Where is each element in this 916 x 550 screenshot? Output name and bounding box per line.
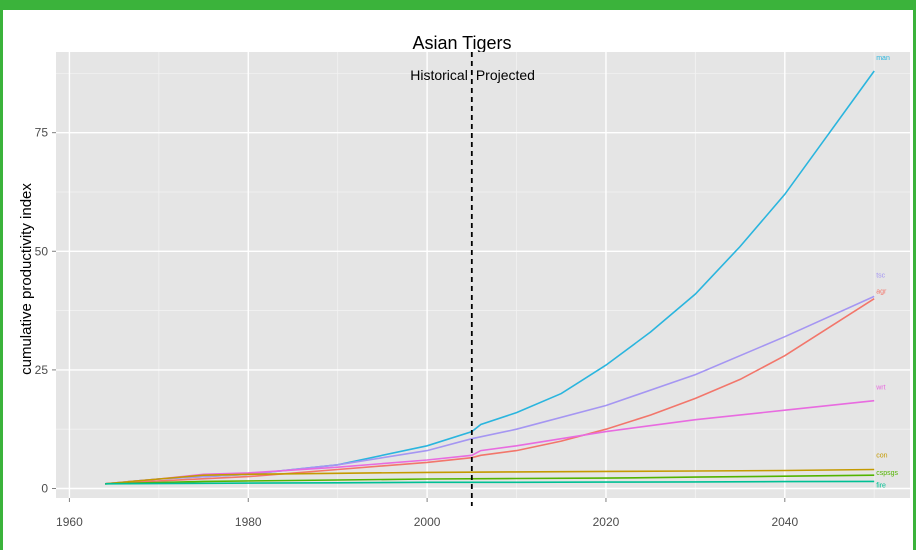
series-line-wrt (105, 399, 875, 485)
grid (56, 52, 910, 498)
projected-label: Projected (476, 67, 535, 83)
x-tick-label: 2040 (771, 515, 798, 529)
series-line-fire (105, 480, 875, 485)
historical-label: Historical (410, 67, 468, 83)
series-labels: man tsc agr wrt con cspsgs fire (875, 55, 898, 489)
y-tick-label: 50 (35, 244, 49, 258)
x-tick-label: 1960 (56, 515, 83, 529)
series-label-cspsgs: cspsgs (876, 470, 898, 477)
series-label-agr: agr (876, 289, 887, 296)
series-label-con: con (876, 453, 887, 460)
y-tick-label: 25 (35, 363, 49, 377)
series-lines (105, 70, 875, 485)
y-tick-label: 75 (35, 126, 49, 140)
series-label-fire: fire (876, 482, 886, 489)
tick-labels: 1960 1980 2000 2020 2040 0 25 50 75 (35, 126, 799, 529)
y-axis-title: cumulative productivity index (18, 183, 35, 375)
series-line-tsc (105, 295, 875, 485)
x-tick-label: 2020 (593, 515, 620, 529)
series-label-man: man (876, 55, 890, 62)
x-tick-label: 1980 (235, 515, 262, 529)
chart-title: Asian Tigers (412, 33, 511, 53)
series-line-con (105, 468, 875, 485)
y-tick-label: 0 (41, 482, 48, 496)
x-tick-label: 2000 (414, 515, 441, 529)
series-label-wrt: wrt (875, 385, 885, 392)
series-line-cspsgs (105, 474, 875, 485)
series-label-tsc: tsc (876, 272, 885, 279)
plot-panel (56, 52, 910, 498)
